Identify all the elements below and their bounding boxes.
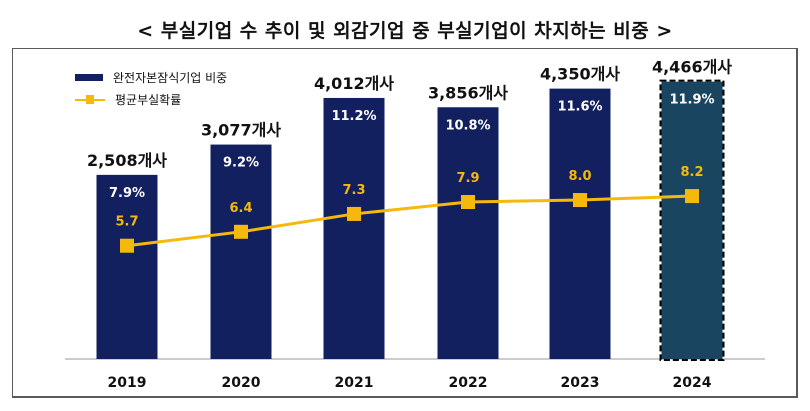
- legend-item-line: 평균부실확률: [75, 91, 181, 108]
- bar: [323, 97, 385, 359]
- bar-highlight-outline: [659, 79, 725, 361]
- line-series: [126, 194, 693, 248]
- x-tick-label: 2021: [335, 375, 374, 391]
- line-point: [461, 195, 475, 210]
- bar: [437, 107, 499, 359]
- bar: [549, 88, 611, 360]
- bar-value-label: 11.2%: [331, 109, 376, 124]
- line-point: [573, 193, 587, 208]
- x-tick-label: 2019: [108, 375, 147, 391]
- bar-top-label: 4,350개사: [540, 65, 620, 84]
- bar-top-label: 2,508개사: [87, 151, 167, 170]
- line-value-label: 8.2: [680, 165, 703, 180]
- bar-value-label: 11.9%: [669, 93, 714, 108]
- legend-bar-label: 완전자본잠식기업 비중: [113, 71, 228, 85]
- line-value-label: 7.9: [456, 171, 479, 186]
- bar: [96, 174, 158, 359]
- legend-line-label: 평균부실확률: [115, 93, 182, 107]
- bar-top-label: 4,012개사: [314, 74, 394, 93]
- bar: [661, 81, 723, 359]
- legend-line-swatch: [75, 94, 105, 105]
- bar-value-label: 9.2%: [223, 156, 259, 171]
- x-tick-label: 2020: [222, 375, 261, 391]
- line-point: [685, 189, 699, 204]
- chart-title: < 부실기업 수 추이 및 외감기업 중 부실기업이 차지하는 비중 >: [137, 20, 673, 42]
- bar-top-label: 3,856개사: [428, 83, 508, 102]
- line-point: [120, 238, 134, 253]
- line-value-label: 6.4: [229, 201, 252, 216]
- chart-frame: 완전자본잠식기업 비중 평균부실확률 2,508개사 7.9% 2019 3,077개…: [12, 48, 798, 398]
- bar-top-label: 4,466개사: [652, 58, 732, 77]
- bar-value-label: 10.8%: [445, 118, 490, 133]
- x-tick-label: 2024: [673, 375, 712, 391]
- line-value-label: 8.0: [568, 169, 591, 184]
- line-value-label: 7.3: [342, 183, 365, 198]
- bar: [210, 144, 272, 359]
- x-tick-label: 2023: [561, 375, 600, 391]
- legend-bar-swatch: [75, 74, 103, 81]
- line-point: [347, 206, 361, 221]
- bar-value-label: 11.6%: [557, 100, 602, 115]
- bar-top-label: 3,077개사: [201, 121, 281, 140]
- line-point: [234, 224, 248, 239]
- x-tick-label: 2022: [449, 375, 488, 391]
- legend-item-bar: 완전자본잠식기업 비중: [75, 69, 227, 86]
- chart-plot: 2,508개사 7.9% 2019 3,077개사 9.2% 2020 4,012개사 11.…: [65, 58, 765, 391]
- bar-value-label: 7.9%: [109, 186, 145, 201]
- line-value-label: 5.7: [115, 215, 138, 230]
